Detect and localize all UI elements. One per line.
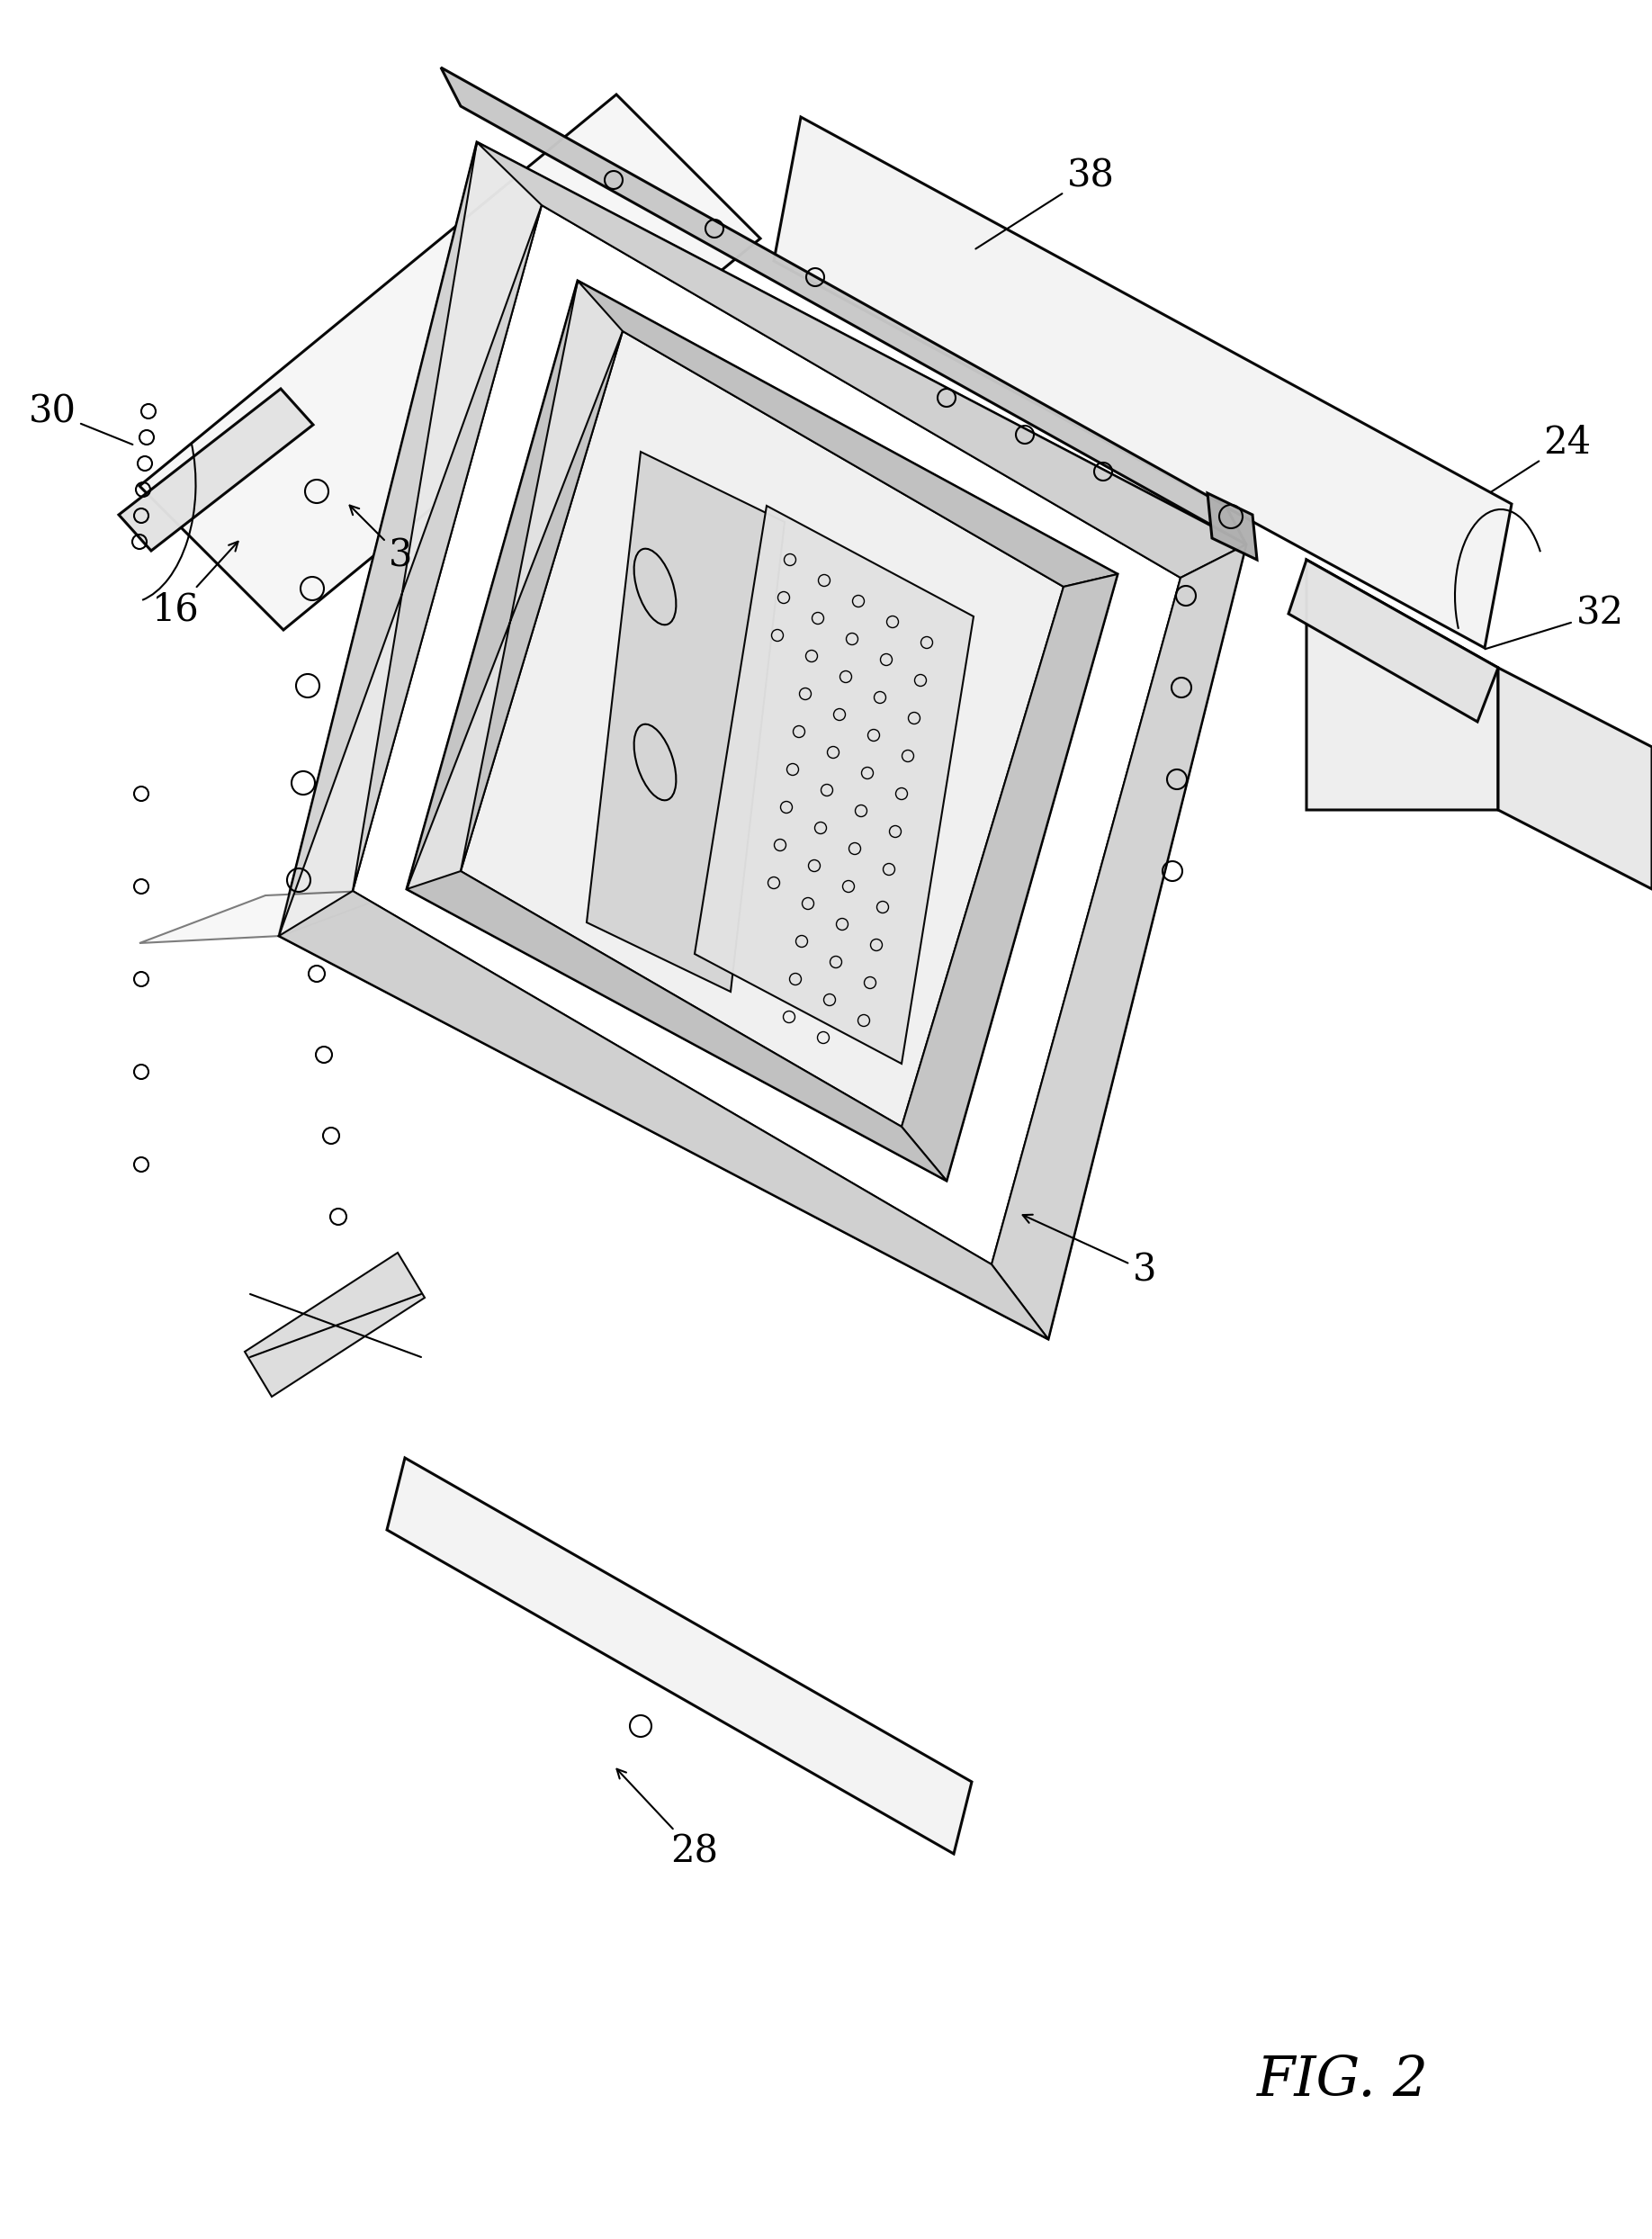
Text: 24: 24: [1492, 423, 1591, 493]
Polygon shape: [139, 889, 406, 943]
Text: 32: 32: [1485, 596, 1624, 649]
Text: 3: 3: [350, 506, 413, 575]
Polygon shape: [279, 143, 542, 936]
Polygon shape: [1498, 667, 1652, 889]
Polygon shape: [461, 331, 1064, 1126]
Polygon shape: [991, 544, 1246, 1339]
Polygon shape: [354, 206, 1181, 1265]
Polygon shape: [578, 280, 1117, 587]
Polygon shape: [441, 67, 1246, 544]
Polygon shape: [1307, 560, 1498, 811]
Text: 28: 28: [616, 1769, 719, 1872]
Polygon shape: [406, 280, 1117, 1180]
Text: 3: 3: [1023, 1214, 1156, 1290]
Text: 30: 30: [28, 394, 132, 446]
Polygon shape: [406, 871, 947, 1180]
Polygon shape: [119, 390, 314, 551]
Polygon shape: [139, 94, 760, 629]
Polygon shape: [406, 280, 623, 889]
Text: 16: 16: [152, 542, 238, 629]
Polygon shape: [279, 891, 1049, 1339]
Polygon shape: [387, 1458, 971, 1854]
Polygon shape: [477, 143, 1246, 578]
Polygon shape: [1289, 560, 1498, 721]
Polygon shape: [244, 1252, 425, 1397]
Text: 38: 38: [976, 157, 1115, 249]
Polygon shape: [694, 506, 973, 1064]
Polygon shape: [586, 452, 785, 992]
Polygon shape: [902, 573, 1117, 1180]
Text: FIG. 2: FIG. 2: [1257, 2053, 1429, 2107]
Polygon shape: [773, 116, 1512, 647]
Polygon shape: [1208, 493, 1257, 560]
Polygon shape: [279, 143, 1246, 1339]
